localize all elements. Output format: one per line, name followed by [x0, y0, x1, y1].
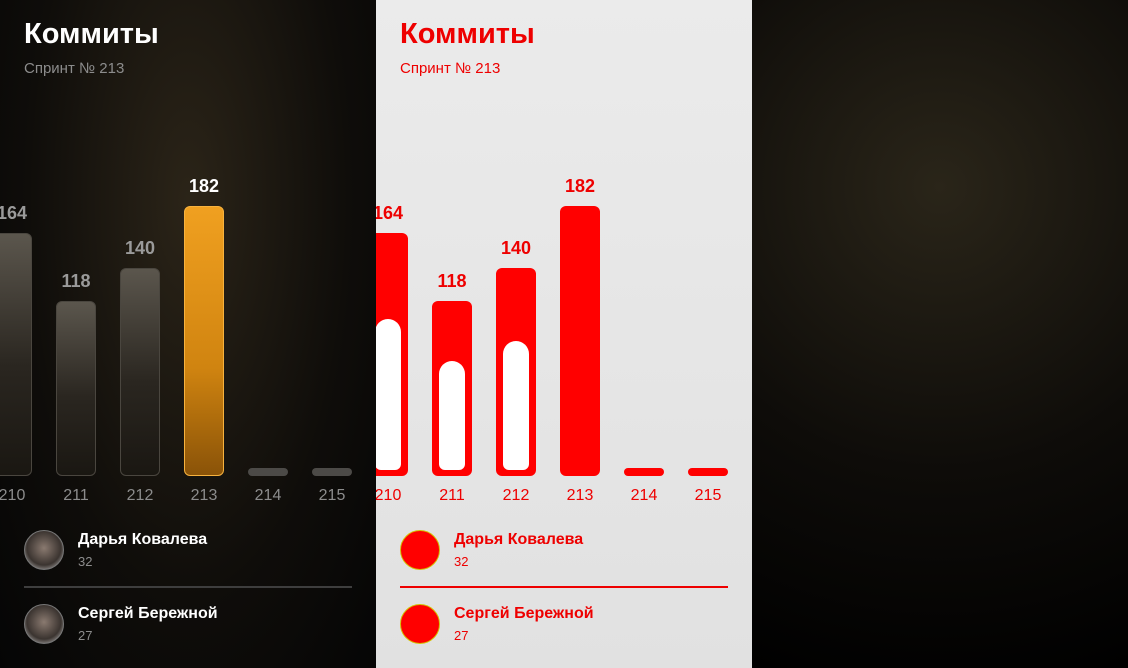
leader-item-2[interactable]: Сергей Бережной 27	[400, 604, 728, 648]
page-title: Коммиты	[24, 18, 159, 50]
sprint-axis-label: 215	[318, 487, 346, 504]
person-name: Сергей Бережной	[78, 605, 218, 622]
bar-212[interactable]	[120, 268, 160, 476]
leader-item-1[interactable]: Дарья Ковалева 32	[24, 530, 352, 574]
bar-214[interactable]	[248, 468, 288, 476]
bar-highlight	[503, 341, 529, 470]
bar-211[interactable]	[56, 301, 96, 476]
bar-value-label: 164	[376, 203, 404, 223]
light-theme-panel: Коммиты Спринт № 213 164 210 118 211 140 212 1…	[376, 0, 752, 668]
bar-highlight	[439, 361, 465, 470]
sprint-axis-label: 210	[376, 487, 402, 504]
empty-panel	[752, 0, 1128, 668]
bar-211[interactable]	[432, 301, 472, 476]
sprint-axis-label: 211	[63, 487, 89, 504]
bar-210[interactable]	[376, 233, 408, 476]
divider	[400, 586, 728, 588]
bar-value-label: 118	[437, 271, 467, 291]
person-commit-count: 27	[454, 628, 469, 643]
sprint-axis-label: 213	[566, 487, 594, 504]
bar-value-label: 182	[188, 176, 220, 196]
sprint-axis-label: 215	[694, 487, 722, 504]
bar-value-label: 182	[564, 176, 596, 196]
sprint-axis-label: 212	[502, 487, 530, 504]
sprint-axis-label: 211	[439, 487, 465, 504]
sprint-axis-label: 213	[190, 487, 218, 504]
sprint-axis-label: 210	[0, 487, 26, 504]
bar-213[interactable]	[184, 206, 224, 476]
bar-value-label: 164	[0, 203, 28, 223]
bar-212[interactable]	[496, 268, 536, 476]
sprint-axis-label: 212	[126, 487, 154, 504]
avatar	[24, 530, 64, 570]
bar-214[interactable]	[624, 468, 664, 476]
bar-215[interactable]	[688, 468, 728, 476]
person-commit-count: 32	[78, 554, 93, 569]
bar-value-label: 140	[124, 238, 156, 258]
sprint-axis-label: 214	[254, 487, 282, 504]
dark-theme-panel: Коммиты Спринт № 213 164 210 118 211 140 212 1…	[0, 0, 376, 668]
bar-213[interactable]	[560, 206, 600, 476]
page-subtitle: Спринт № 213	[24, 60, 125, 77]
bar-value-label: 118	[61, 271, 91, 291]
page-title: Коммиты	[400, 18, 535, 50]
leader-item-2[interactable]: Сергей Бережной 27	[24, 604, 352, 648]
sprint-axis-label: 214	[630, 487, 658, 504]
page-subtitle: Спринт № 213	[400, 60, 501, 77]
person-name: Сергей Бережной	[454, 605, 594, 622]
bar-215[interactable]	[312, 468, 352, 476]
avatar	[24, 604, 64, 644]
person-commit-count: 32	[454, 554, 469, 569]
leader-item-1[interactable]: Дарья Ковалева 32	[400, 530, 728, 574]
person-commit-count: 27	[78, 628, 93, 643]
person-name: Дарья Ковалева	[454, 531, 584, 548]
avatar	[400, 530, 440, 570]
bar-highlight	[376, 319, 401, 470]
divider	[24, 586, 352, 588]
bar-value-label: 140	[500, 238, 532, 258]
avatar	[400, 604, 440, 644]
person-name: Дарья Ковалева	[78, 531, 208, 548]
bar-210[interactable]	[0, 233, 32, 476]
